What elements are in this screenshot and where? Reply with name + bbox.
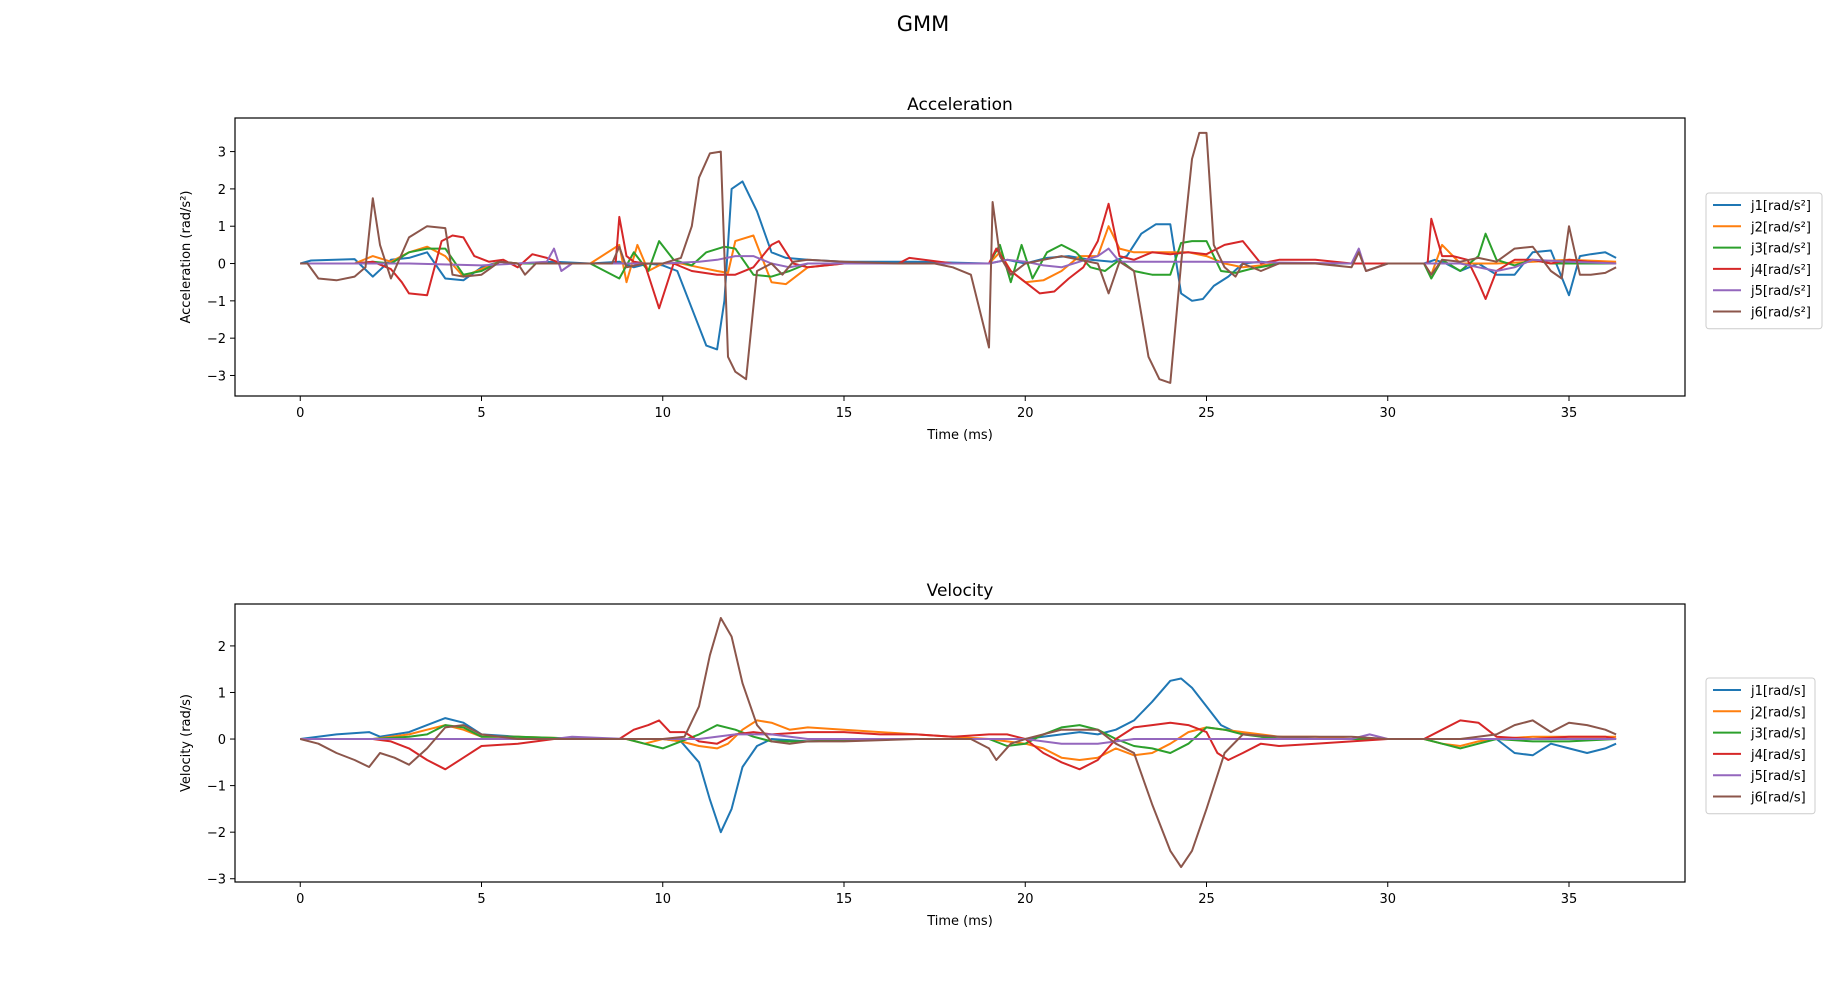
legend-entry: j5[rad/s²] bbox=[1750, 284, 1811, 299]
legend-entry: j4[rad/s] bbox=[1750, 748, 1806, 763]
x-tick-label: 5 bbox=[477, 892, 485, 907]
y-axis-label: Velocity (rad/s) bbox=[179, 694, 194, 792]
figure-title: GMM bbox=[896, 12, 950, 36]
legend-entry: j1[rad/s²] bbox=[1750, 199, 1811, 214]
series-line-6 bbox=[300, 131, 1617, 384]
x-tick-label: 10 bbox=[654, 892, 671, 907]
x-tick-label: 25 bbox=[1198, 406, 1215, 421]
legend-entry: j6[rad/s] bbox=[1750, 791, 1806, 806]
x-tick-label: 35 bbox=[1561, 892, 1578, 907]
plot-frame bbox=[234, 603, 1686, 883]
legend-entry: j2[rad/s²] bbox=[1750, 220, 1811, 235]
legend-entry: j5[rad/s] bbox=[1750, 769, 1806, 784]
y-tick-label: 3 bbox=[218, 146, 226, 161]
legend: j1[rad/s] j2[rad/s] j3[rad/s] j4[rad/s] j5[r… bbox=[1705, 677, 1816, 815]
x-tick-label: 25 bbox=[1198, 892, 1215, 907]
chart-1: Velocity 0 5 10 15 20 25 30 35 −3 −2 −1 0 1 2 Time (ms)… bbox=[179, 581, 1816, 929]
series-line-6 bbox=[300, 617, 1617, 869]
y-tick-label: 2 bbox=[218, 640, 226, 655]
series-group bbox=[300, 617, 1617, 869]
series-line-4 bbox=[300, 719, 1617, 771]
x-tick-label: 30 bbox=[1379, 406, 1396, 421]
x-tick-label: 20 bbox=[1017, 892, 1034, 907]
legend-entry: j3[rad/s] bbox=[1750, 727, 1806, 742]
legend: j1[rad/s²] j2[rad/s²] j3[rad/s²] j4[rad/s²]… bbox=[1705, 192, 1823, 330]
legend-entry: j6[rad/s²] bbox=[1750, 306, 1811, 321]
legend-entry: j4[rad/s²] bbox=[1750, 263, 1811, 278]
x-tick-label: 0 bbox=[296, 406, 304, 421]
x-tick-label: 10 bbox=[654, 406, 671, 421]
series-line-2 bbox=[300, 719, 1617, 761]
x-tick-label: 15 bbox=[836, 892, 853, 907]
y-tick-label: −2 bbox=[207, 826, 226, 841]
series-line-4 bbox=[300, 202, 1617, 310]
x-tick-label: 30 bbox=[1379, 892, 1396, 907]
y-axis-label: Acceleration (rad/s²) bbox=[179, 191, 194, 324]
y-tick-label: −1 bbox=[207, 780, 226, 795]
series-line-2 bbox=[300, 225, 1617, 286]
x-tick-label: 15 bbox=[836, 406, 853, 421]
y-tick-label: 2 bbox=[218, 183, 226, 198]
chart-0: Acceleration 0 5 10 15 20 25 30 35 −3 −2 −1 0 1 2 3 Time… bbox=[179, 95, 1823, 443]
y-tick-label: 0 bbox=[218, 733, 226, 748]
series-group bbox=[300, 131, 1617, 384]
legend-entry: j2[rad/s] bbox=[1750, 705, 1806, 720]
x-axis-label: Time (ms) bbox=[926, 914, 993, 929]
y-tick-label: −3 bbox=[207, 369, 226, 384]
x-axis-label: Time (ms) bbox=[926, 428, 993, 443]
y-tick-label: 0 bbox=[218, 258, 226, 273]
x-tick-label: 20 bbox=[1017, 406, 1034, 421]
plot-frame bbox=[234, 117, 1686, 397]
y-tick-label: −3 bbox=[207, 873, 226, 888]
x-tick-label: 5 bbox=[477, 406, 485, 421]
series-line-3 bbox=[300, 232, 1617, 284]
chart-title: Acceleration bbox=[907, 95, 1013, 115]
y-tick-label: −1 bbox=[207, 295, 226, 310]
chart-title: Velocity bbox=[927, 581, 994, 601]
y-tick-label: −2 bbox=[207, 332, 226, 347]
series-line-1 bbox=[300, 677, 1617, 834]
y-tick-label: 1 bbox=[218, 220, 226, 235]
x-tick-label: 0 bbox=[296, 892, 304, 907]
x-tick-label: 35 bbox=[1561, 406, 1578, 421]
legend-entry: j3[rad/s²] bbox=[1750, 242, 1811, 257]
y-tick-label: 1 bbox=[218, 686, 226, 701]
legend-entry: j1[rad/s] bbox=[1750, 684, 1806, 699]
